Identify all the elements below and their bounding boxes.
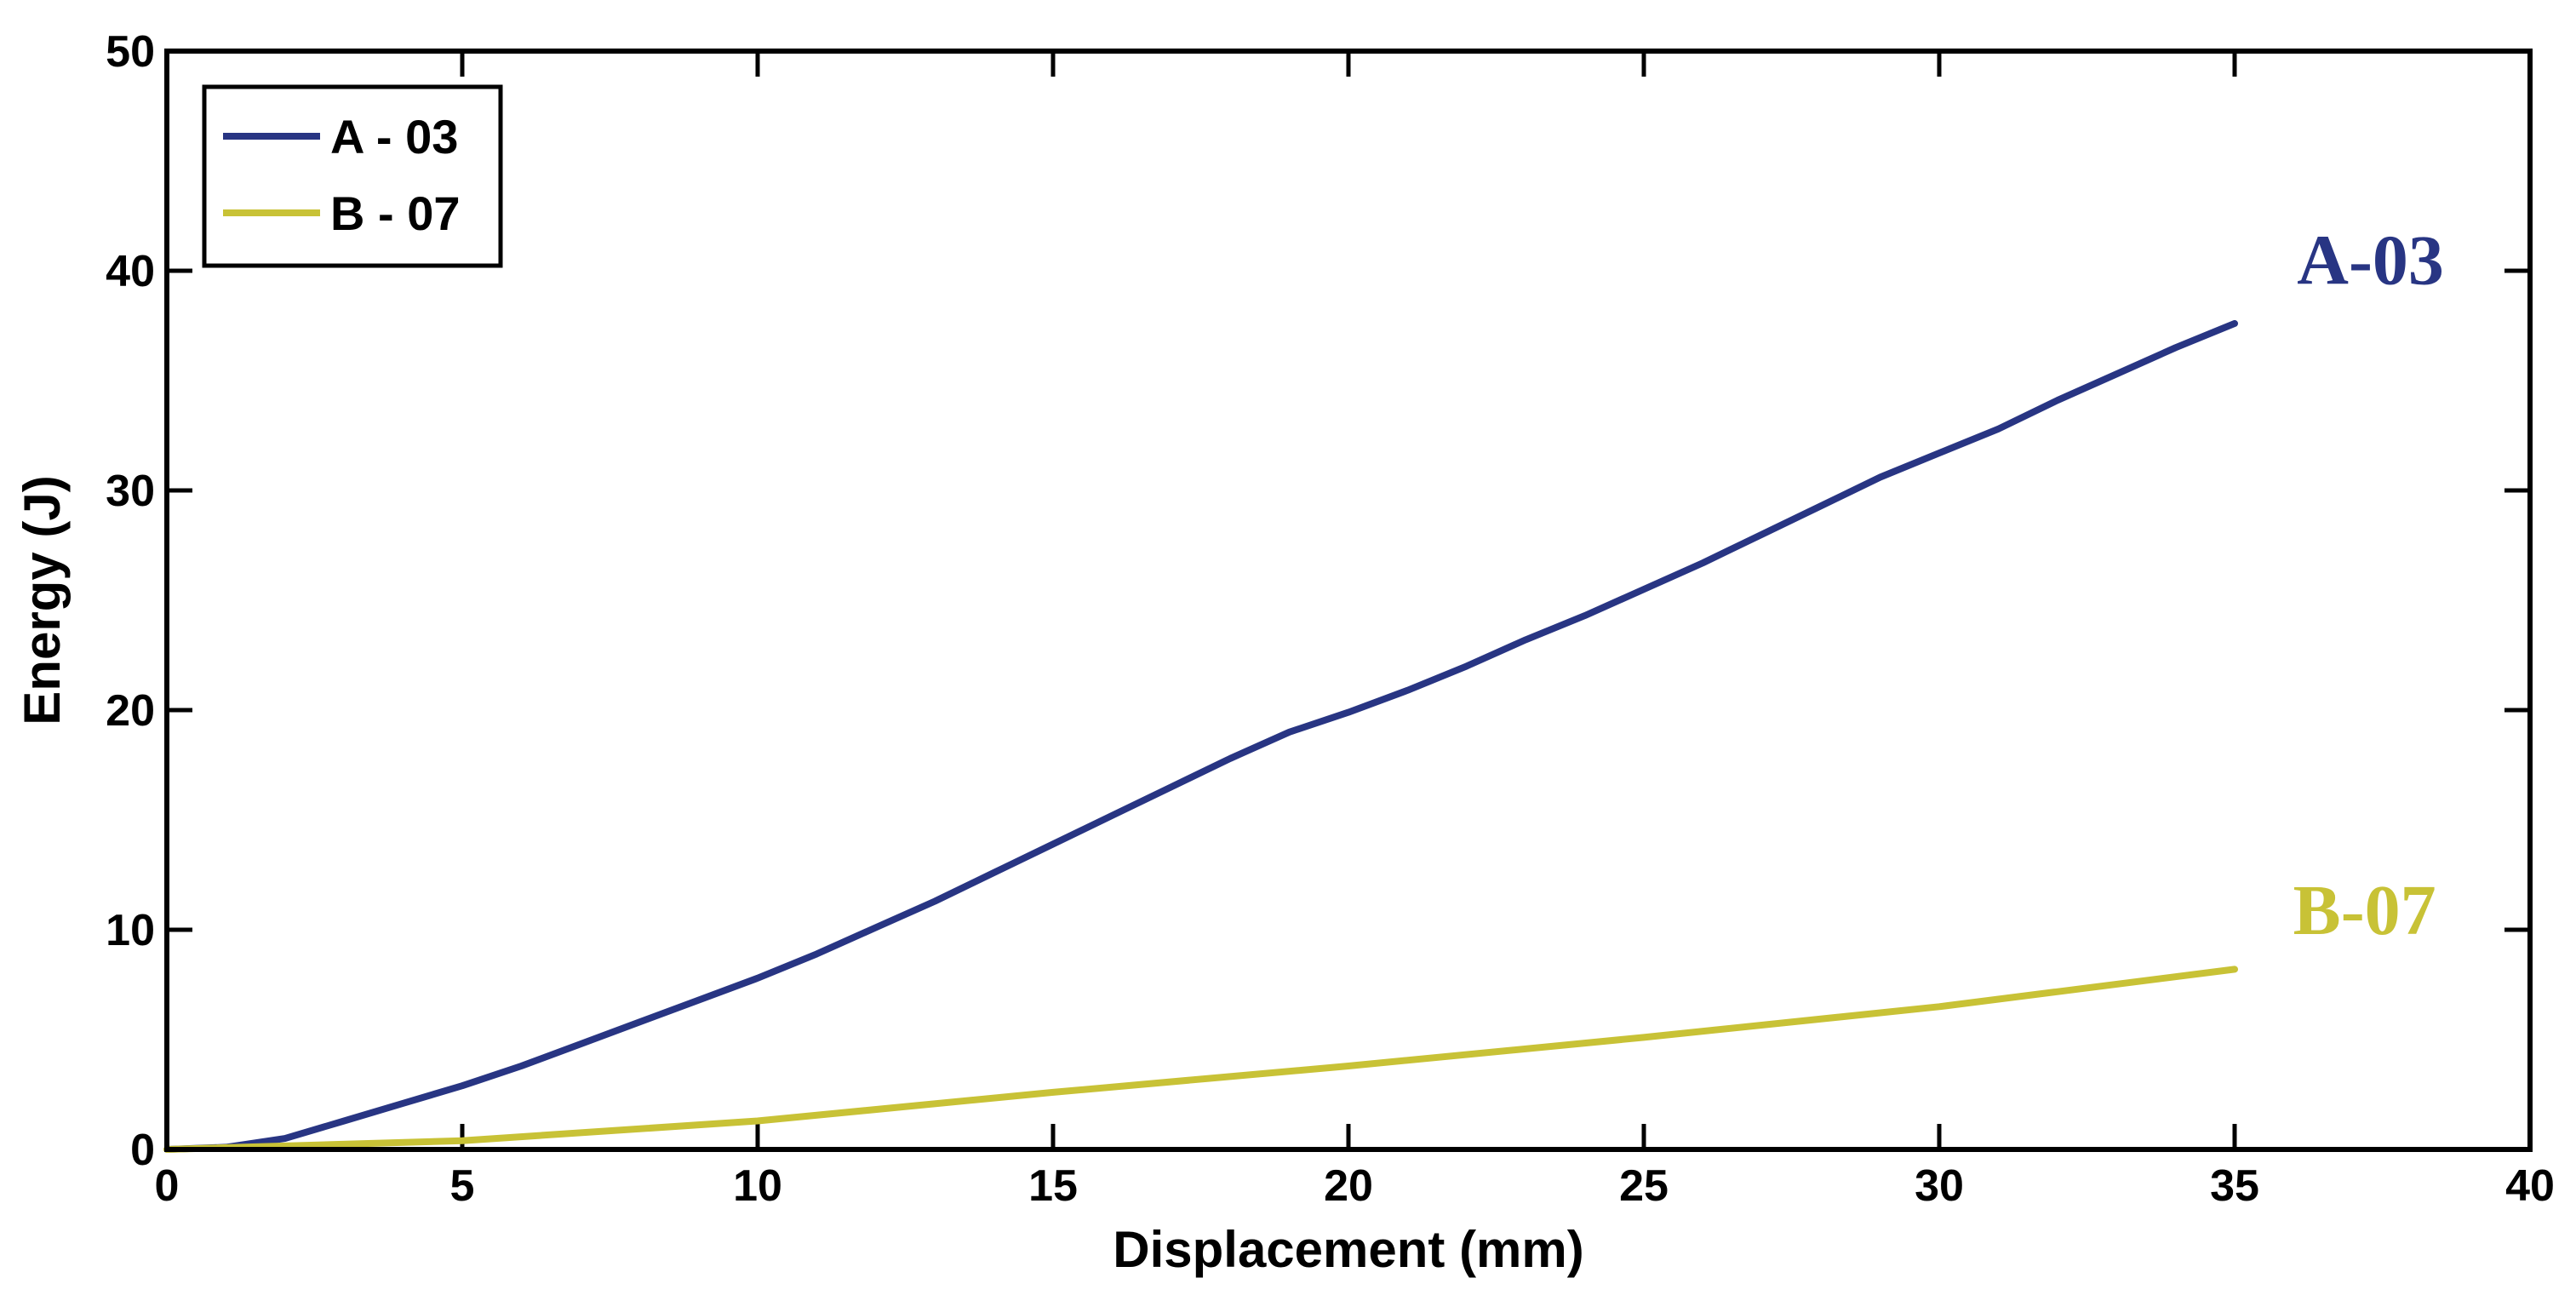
y-tick-label: 0	[130, 1126, 155, 1175]
y-axis-label: Energy (J)	[14, 475, 71, 725]
legend-label-b-07: B - 07	[330, 186, 461, 240]
x-axis-label: Displacement (mm)	[1113, 1221, 1583, 1278]
plot-area	[167, 51, 2530, 1149]
annotation-a-03: A-03	[2297, 221, 2444, 300]
y-tick-label: 10	[106, 906, 155, 955]
legend: A - 03 B - 07	[202, 84, 503, 268]
x-tick-label: 35	[2210, 1161, 2259, 1211]
x-tick-label: 30	[1915, 1161, 1964, 1211]
x-tick-label: 20	[1324, 1161, 1373, 1211]
x-tick-label: 5	[450, 1161, 475, 1211]
x-tick-label: 40	[2505, 1161, 2555, 1211]
y-tick-label: 20	[106, 686, 155, 736]
y-tick-label: 30	[106, 467, 155, 516]
x-tick-label: 10	[733, 1161, 782, 1211]
annotation-b-07: B-07	[2293, 871, 2436, 950]
y-tick-label: 40	[106, 247, 155, 296]
series-line-a-03	[163, 319, 2238, 1153]
plot-frame	[164, 49, 2533, 1152]
legend-label-a-03: A - 03	[330, 110, 458, 163]
x-tick-label: 25	[1619, 1161, 1669, 1211]
series-line-b-07	[163, 966, 2238, 1153]
x-tick-label: 15	[1028, 1161, 1078, 1211]
legend-box	[202, 84, 503, 268]
series-lines	[163, 319, 2238, 1153]
x-tick-label: 0	[155, 1161, 180, 1211]
axis-ticks: 0 5 10 15 20 25 30 35 40 0 10 20 30 40 50	[106, 27, 2555, 1211]
y-tick-label: 50	[106, 27, 155, 77]
